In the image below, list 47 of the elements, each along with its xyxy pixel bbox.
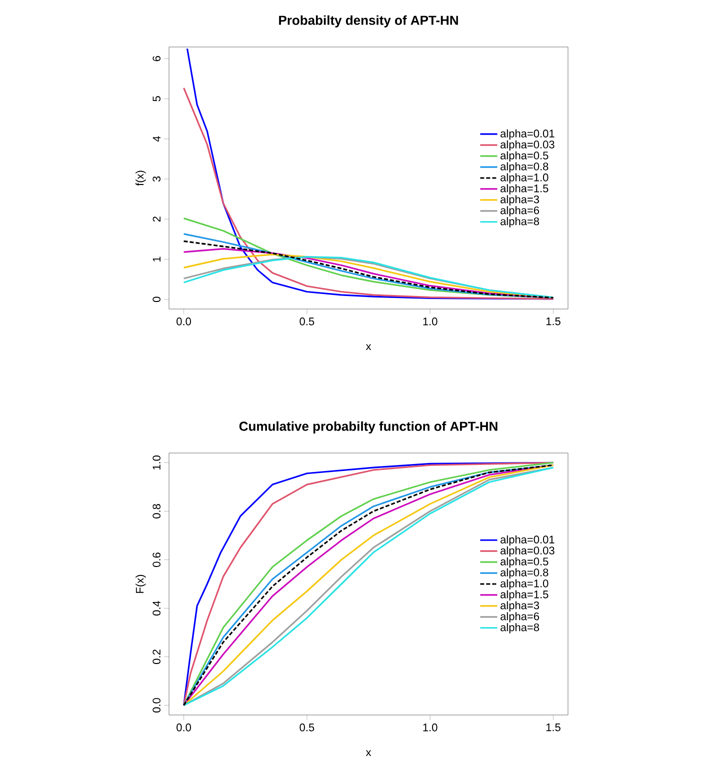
y-tick-label: 4 (152, 136, 160, 142)
x-tick-label: 1.5 (546, 724, 560, 732)
legend-label: alpha=0.8 (500, 162, 548, 173)
legend-label: alpha=3 (500, 195, 540, 206)
legend-label: alpha=1.5 (500, 590, 548, 600)
x-tick-label: 1.0 (423, 318, 438, 326)
y-tick-label: 3 (152, 176, 160, 182)
y-tick-label: 0.0 (152, 698, 160, 713)
y-tick-label: 6 (152, 56, 160, 62)
legend-label: alpha=0.03 (500, 546, 554, 557)
legend-label: alpha=6 (500, 206, 540, 216)
legend-label: alpha=1.5 (500, 184, 548, 194)
x-tick-label: 0.0 (176, 318, 191, 326)
x-axis-title: x (366, 750, 372, 756)
legend-label: alpha=8 (500, 623, 540, 634)
legend-label: alpha=0.5 (500, 151, 548, 162)
legend-label: alpha=3 (500, 601, 540, 612)
y-tick-label: 1.0 (152, 455, 160, 470)
legend-label: alpha=0.5 (500, 557, 548, 568)
y-tick-label: 0.4 (152, 600, 160, 616)
line-series (182, 87, 554, 300)
legend-label: alpha=1.0 (500, 579, 548, 590)
y-tick-label: 0.8 (152, 504, 160, 518)
y-tick-label: 0.6 (152, 552, 160, 567)
chart-title: Cumulative probabilty function of APT-HN (239, 421, 498, 434)
x-tick-label: 0.5 (300, 724, 314, 732)
line-series (186, 48, 554, 300)
legend-label: alpha=0.03 (500, 140, 554, 151)
legend-label: alpha=0.01 (500, 129, 554, 140)
y-tick-label: 5 (152, 96, 160, 102)
y-tick-label: 2 (152, 216, 160, 222)
x-tick-label: 1.0 (423, 724, 438, 732)
y-tick-label: 0 (152, 296, 160, 302)
legend-label: alpha=1.0 (500, 173, 548, 184)
x-tick-label: 0.0 (176, 724, 191, 732)
y-tick-label: 0.2 (152, 650, 160, 664)
x-tick-label: 0.5 (300, 318, 314, 326)
chart-title: Probabilty density of APT-HN (279, 15, 458, 28)
legend-label: alpha=0.8 (500, 568, 548, 579)
y-tick-label: 1 (152, 256, 160, 262)
legend-label: alpha=6 (500, 612, 540, 622)
x-tick-label: 1.5 (546, 318, 560, 326)
legend-label: alpha=0.01 (500, 535, 554, 546)
y-axis-title: F(x) (136, 574, 146, 593)
legend-label: alpha=8 (500, 217, 540, 228)
y-axis-title: f(x) (136, 170, 146, 186)
x-axis-title: x (366, 344, 372, 350)
